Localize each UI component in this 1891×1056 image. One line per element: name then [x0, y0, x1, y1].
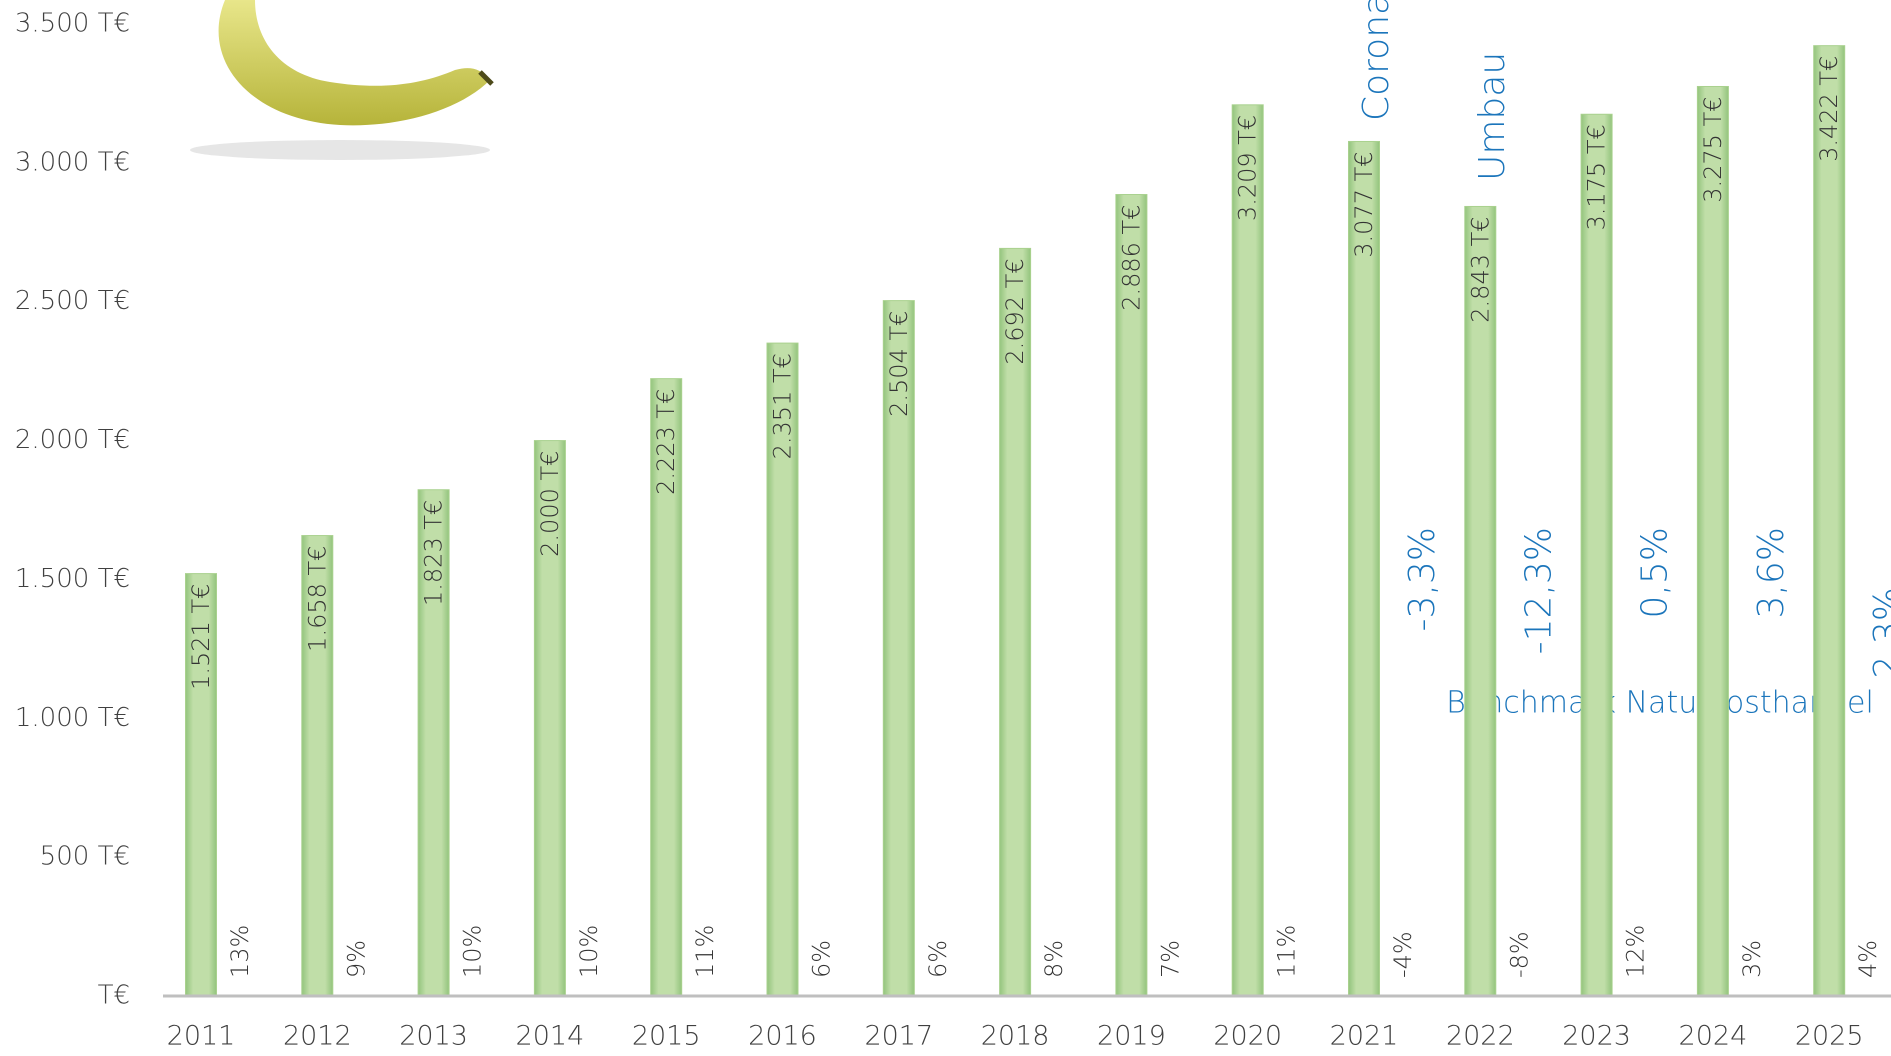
x-tick-label: 2025: [1795, 1021, 1864, 1052]
bar: [999, 247, 1032, 997]
growth-label: 13%: [226, 925, 254, 978]
banana-image: [190, 0, 494, 160]
bar: [766, 342, 799, 997]
y-tick-label: 3.000 T€: [15, 147, 130, 177]
y-tick-label: 2.000 T€: [15, 425, 130, 455]
bar: [1115, 194, 1148, 997]
bar: [1348, 140, 1380, 997]
x-tick-label: 2022: [1446, 1021, 1515, 1052]
annotation: Corona: [1356, 0, 1397, 121]
growth-label: -4%: [1389, 931, 1417, 978]
x-tick-label: 2011: [167, 1021, 236, 1052]
benchmark-value: -3,3%: [1402, 527, 1443, 631]
growth-label: 10%: [459, 925, 487, 978]
value-label: 2.886 T€: [1117, 205, 1145, 311]
x-tick-label: 2014: [516, 1021, 585, 1052]
bar: [1464, 205, 1497, 997]
x-tick-label: 2023: [1562, 1021, 1631, 1052]
y-tick-label: 1.000 T€: [15, 703, 130, 733]
growth-label: 6%: [924, 940, 952, 978]
y-tick-label: 1.500 T€: [15, 564, 130, 594]
growth-label: 4%: [1854, 940, 1882, 978]
value-label: 2.223 T€: [652, 389, 680, 495]
growth-label: -8%: [1505, 931, 1533, 978]
x-tick-label: 2018: [981, 1021, 1050, 1052]
growth-label: 7%: [1156, 940, 1184, 978]
value-label: 1.658 T€: [303, 546, 331, 652]
benchmark-value: 0,5%: [1635, 527, 1676, 618]
growth-label: 8%: [1040, 940, 1068, 978]
x-tick-label: 2013: [399, 1021, 468, 1052]
x-tick-label: 2015: [632, 1021, 701, 1052]
annotation: Umbau: [1472, 52, 1513, 181]
growth-label: 12%: [1622, 925, 1650, 978]
y-tick-label: 3.500 T€: [15, 9, 130, 39]
y-tick-label: 500 T€: [40, 842, 130, 872]
benchmark-label: Benchmark Naturkosthandel: [1446, 686, 1874, 721]
growth-label: 9%: [342, 940, 370, 978]
bar: [185, 573, 217, 997]
x-tick-label: 2016: [748, 1021, 817, 1052]
value-label: 2.000 T€: [536, 451, 564, 557]
value-label: 3.209 T€: [1234, 115, 1262, 221]
growth-label: 11%: [1273, 925, 1301, 978]
x-tick-label: 2017: [864, 1021, 933, 1052]
benchmark-value: 2,3%: [1867, 587, 1891, 678]
y-tick-label: 2.500 T€: [15, 286, 130, 316]
value-label: 3.422 T€: [1815, 56, 1843, 162]
growth-label: 10%: [575, 925, 603, 978]
growth-label: 3%: [1738, 940, 1766, 978]
value-label: 3.275 T€: [1699, 96, 1727, 202]
growth-label: 11%: [691, 925, 719, 978]
bar: [1231, 104, 1264, 997]
value-label: 2.504 T€: [885, 311, 913, 417]
x-tick-label: 2020: [1213, 1021, 1282, 1052]
value-label: 2.843 T€: [1466, 216, 1494, 322]
bar: [1580, 113, 1613, 997]
y-tick-label: T€: [98, 981, 130, 1011]
bar: [417, 489, 450, 997]
x-tick-label: 2024: [1679, 1021, 1748, 1052]
bar: [301, 535, 334, 997]
value-label: 3.175 T€: [1583, 124, 1611, 230]
value-label: 2.692 T€: [1001, 258, 1029, 364]
bar: [1813, 45, 1846, 997]
bar: [533, 440, 566, 997]
x-tick-label: 2021: [1330, 1021, 1399, 1052]
benchmark-value: 3,6%: [1751, 527, 1792, 618]
benchmark-value: -12,3%: [1518, 527, 1559, 654]
value-label: 1.823 T€: [420, 500, 448, 606]
x-tick-label: 2012: [283, 1021, 352, 1052]
value-label: 2.351 T€: [769, 353, 797, 459]
bar: [1696, 85, 1729, 997]
growth-label: 6%: [808, 940, 836, 978]
x-tick-label: 2019: [1097, 1021, 1166, 1052]
value-label: 1.521 T€: [187, 584, 215, 690]
value-label: 3.077 T€: [1350, 151, 1378, 257]
